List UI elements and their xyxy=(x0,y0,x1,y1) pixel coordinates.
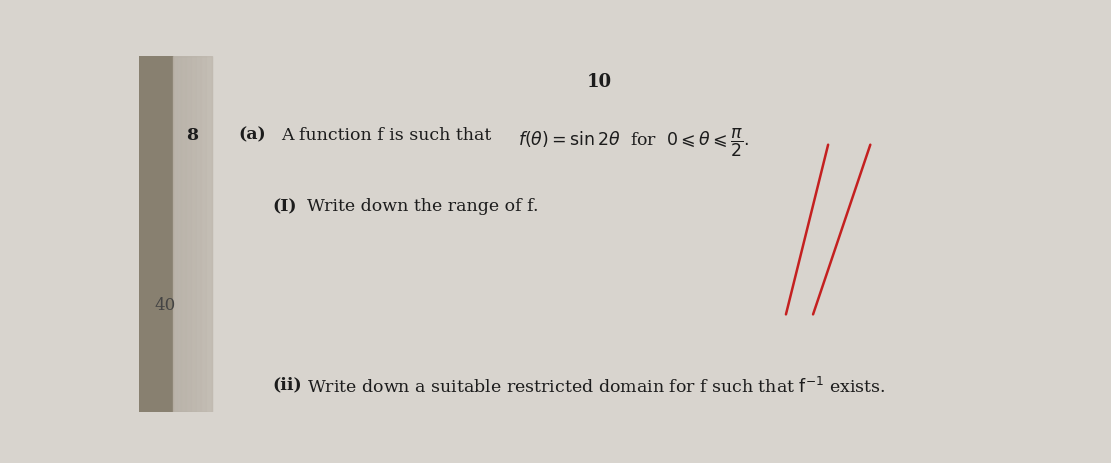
Bar xyxy=(139,56,173,412)
Text: $f(\theta) = \sin 2\theta$  for  $0 \leqslant \theta \leqslant \dfrac{\pi}{2}.$: $f(\theta) = \sin 2\theta$ for $0 \leqsl… xyxy=(518,127,749,159)
Text: A function f is such that: A function f is such that xyxy=(281,127,491,144)
Bar xyxy=(139,56,172,412)
Bar xyxy=(139,56,181,412)
Text: Write down the range of f.: Write down the range of f. xyxy=(307,198,538,215)
Bar xyxy=(139,56,169,412)
Text: 10: 10 xyxy=(587,73,612,91)
Text: (ii): (ii) xyxy=(272,376,302,394)
Bar xyxy=(139,56,151,412)
Bar xyxy=(139,56,149,412)
Bar xyxy=(139,56,201,412)
Bar xyxy=(139,56,177,412)
Bar xyxy=(139,56,207,412)
Bar xyxy=(139,56,159,412)
Text: Write down a suitable restricted domain for f such that $\mathrm{f}^{-1}$ exists: Write down a suitable restricted domain … xyxy=(307,376,885,396)
Bar xyxy=(139,56,212,412)
Bar xyxy=(139,56,186,412)
Text: 40: 40 xyxy=(154,297,176,313)
Bar xyxy=(139,56,162,412)
Bar xyxy=(139,56,143,412)
Text: (a): (a) xyxy=(238,127,266,144)
Bar xyxy=(139,56,190,412)
Bar xyxy=(139,56,166,412)
Text: 8: 8 xyxy=(187,127,198,144)
Bar xyxy=(139,56,156,412)
Bar xyxy=(139,56,144,412)
Bar xyxy=(139,56,153,412)
Text: (I): (I) xyxy=(272,198,297,215)
Bar xyxy=(139,56,196,412)
Bar xyxy=(139,56,147,412)
Bar xyxy=(173,56,212,412)
